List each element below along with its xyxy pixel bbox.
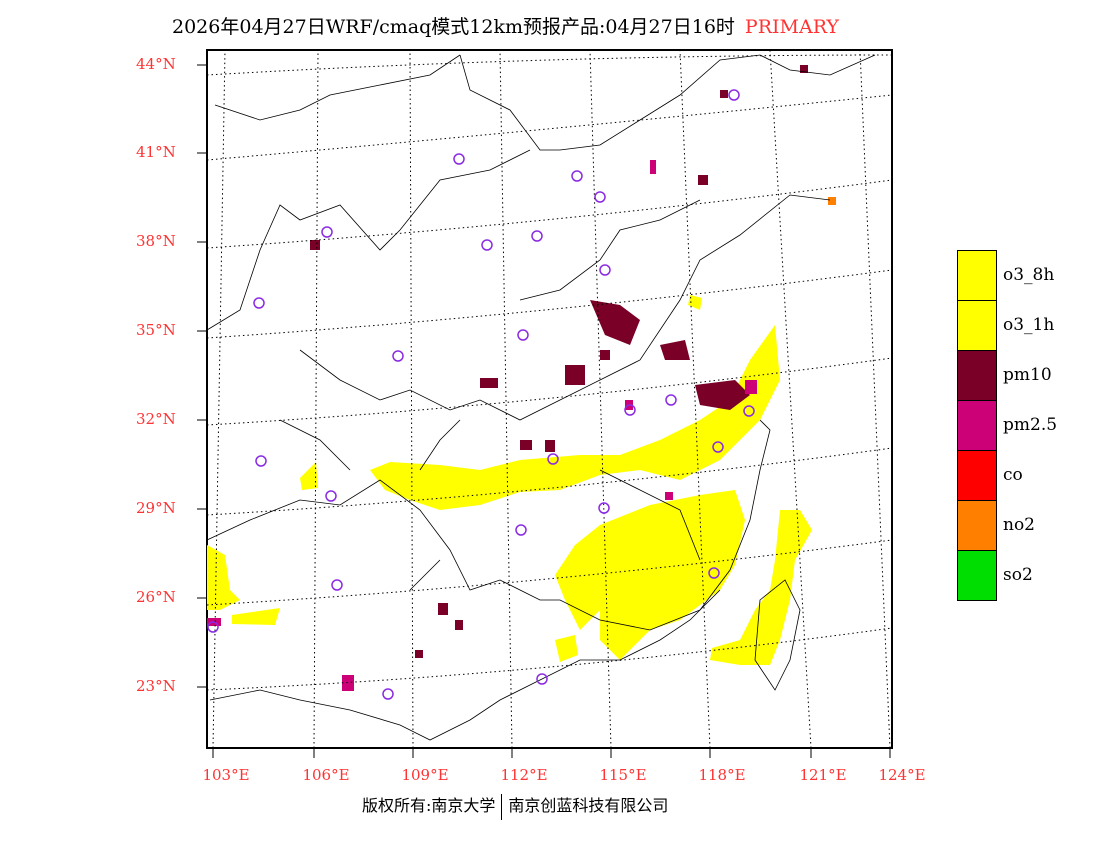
primary-tag: PRIMARY <box>744 16 839 38</box>
lon-label: 109°E <box>401 766 449 784</box>
ozone-areas <box>207 295 812 665</box>
lon-label: 106°E <box>302 766 350 784</box>
lat-label: 23°N <box>136 677 176 695</box>
legend-label: pm2.5 <box>1003 415 1058 435</box>
legend-label: so2 <box>1003 565 1033 585</box>
legend: o3_8h o3_1h pm10 pm2.5 co no2 so2 <box>957 250 1057 601</box>
pm10-areas <box>310 65 808 658</box>
legend-label: pm10 <box>1003 365 1052 385</box>
legend-item: so2 <box>957 549 1057 601</box>
monitoring-sites <box>207 89 755 700</box>
divider <box>501 793 503 820</box>
legend-label: co <box>1003 465 1023 485</box>
legend-item: o3_8h <box>957 250 1057 300</box>
legend-swatch <box>957 250 997 300</box>
legend-swatch <box>957 450 997 500</box>
legend-item: pm10 <box>957 350 1057 400</box>
lon-label: 118°E <box>698 766 746 784</box>
lat-label: 41°N <box>136 143 176 161</box>
lat-label: 38°N <box>136 232 176 250</box>
lat-label: 26°N <box>136 588 176 606</box>
copyright-right: 南京创蓝科技有限公司 <box>508 796 669 815</box>
map-title: 2026年04月27日WRF/cmaq模式12km预报产品:04月27日16时 P… <box>172 12 839 39</box>
no2-area <box>828 197 836 205</box>
legend-item: pm2.5 <box>957 400 1057 450</box>
lat-label: 35°N <box>136 321 176 339</box>
legend-label: no2 <box>1003 515 1035 535</box>
copyright: 版权所有:南京大学 南京创蓝科技有限公司 <box>362 792 668 820</box>
legend-swatch <box>957 549 997 601</box>
lat-label: 29°N <box>136 499 176 517</box>
legend-item: no2 <box>957 500 1057 550</box>
copyright-left: 版权所有:南京大学 <box>362 796 496 815</box>
province-boundaries <box>206 54 876 741</box>
lon-ticks <box>212 748 891 758</box>
lat-label: 44°N <box>136 55 176 73</box>
graticule <box>206 49 893 749</box>
lon-label: 124°E <box>878 766 926 784</box>
legend-label: o3_1h <box>1003 315 1055 335</box>
legend-item: co <box>957 450 1057 500</box>
legend-label: o3_8h <box>1003 265 1055 285</box>
legend-swatch <box>957 400 997 450</box>
legend-item: o3_1h <box>957 300 1057 350</box>
legend-swatch <box>957 350 997 400</box>
lat-label: 32°N <box>136 410 176 428</box>
title-text: 2026年04月27日WRF/cmaq模式12km预报产品:04月27日16时 <box>172 16 735 38</box>
legend-swatch <box>957 500 997 550</box>
lon-label: 115°E <box>599 766 647 784</box>
lon-label: 121°E <box>799 766 847 784</box>
lon-label: 103°E <box>202 766 250 784</box>
lon-label: 112°E <box>500 766 548 784</box>
map-frame <box>206 49 893 749</box>
lat-ticks <box>197 64 207 688</box>
legend-swatch <box>957 300 997 350</box>
